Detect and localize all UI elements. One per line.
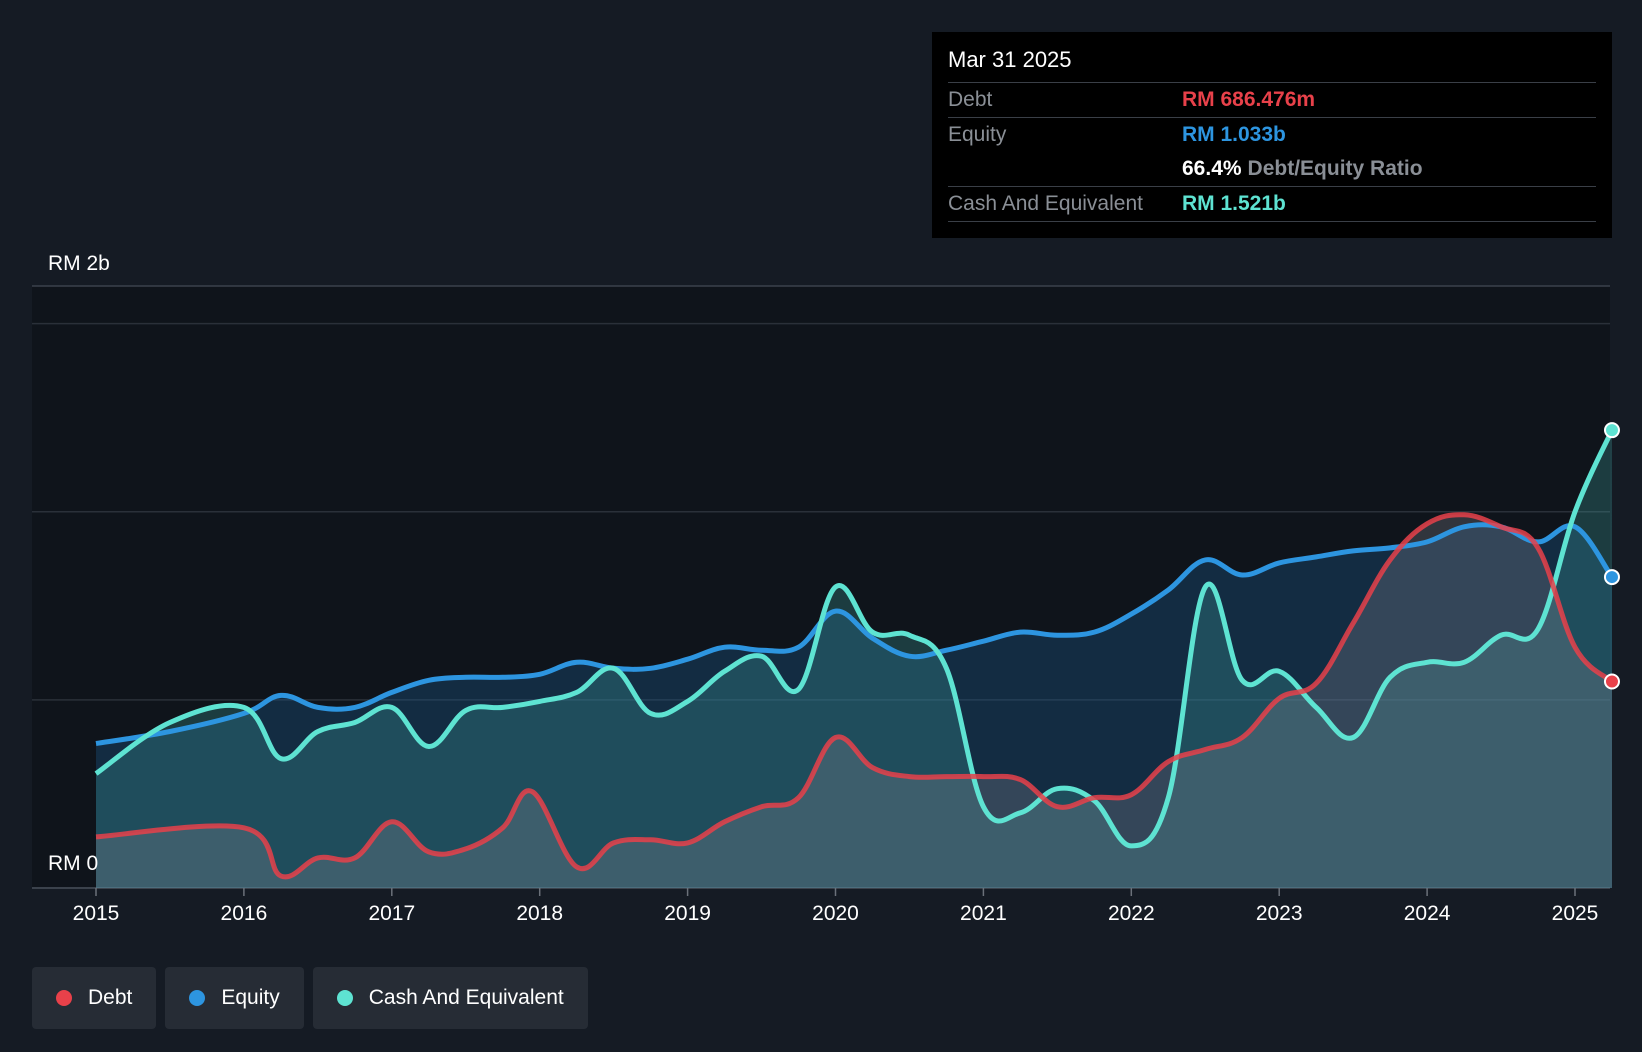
series-areas <box>96 430 1612 888</box>
area-debt <box>96 514 1612 888</box>
legend-dot-equity-icon <box>189 990 206 1006</box>
x-tick-label: 2019 <box>664 902 711 925</box>
line-equity <box>95 522 1615 746</box>
series-endpoints <box>1603 422 1620 690</box>
y-axis-label-bottom: RM 0 <box>48 852 98 875</box>
y-axis-label-top: RM 2b <box>48 252 110 275</box>
tooltip-cash-value: RM 1.521b <box>1182 192 1286 215</box>
x-tick-label: 2025 <box>1552 902 1599 925</box>
x-tick-label: 2018 <box>516 902 563 925</box>
x-tick-label: 2016 <box>221 902 268 925</box>
legend-item-debt[interactable]: Debt <box>32 967 157 1029</box>
endpoint-debt[interactable] <box>1603 673 1620 690</box>
tooltip-debt-value: RM 686.476m <box>1182 88 1316 111</box>
legend-item-equity[interactable]: Equity <box>165 967 304 1029</box>
legend: Debt Equity Cash And Equivalent <box>32 967 588 1029</box>
tooltip-ratio-row: 66.4% Debt/Equity Ratio <box>948 152 1596 187</box>
legend-item-cash[interactable]: Cash And Equivalent <box>312 967 588 1029</box>
tooltip-equity-row: Equity RM 1.033b <box>948 118 1596 152</box>
tooltip-cash-row: Cash And Equivalent RM 1.521b <box>948 187 1596 222</box>
tooltip-debt-row: Debt RM 686.476m <box>948 83 1596 118</box>
x-tick-label: 2022 <box>1108 902 1155 925</box>
x-tick-label: 2017 <box>368 902 415 925</box>
legend-dot-cash-icon <box>336 990 353 1006</box>
tooltip-date: Mar 31 2025 <box>948 46 1596 83</box>
tooltip-ratio-label: Debt/Equity Ratio <box>1247 157 1423 180</box>
x-tick-label: 2024 <box>1404 902 1451 925</box>
x-tick-label: 2021 <box>960 902 1007 925</box>
legend-label-debt: Debt <box>88 986 133 1009</box>
line-cash-and-equivalent <box>94 429 1615 849</box>
legend-dot-debt-icon <box>56 990 72 1006</box>
x-tick-label: 2020 <box>812 902 859 925</box>
legend-label-cash: Cash And Equivalent <box>368 986 564 1009</box>
area-cash-and-equivalent <box>96 430 1612 888</box>
x-tick-label: 2023 <box>1256 902 1303 925</box>
plot-background <box>32 286 1610 888</box>
tooltip-equity-label: Equity <box>948 123 1007 146</box>
tooltip-ratio-value: 66.4% <box>1182 157 1242 180</box>
x-tick-label: 2015 <box>73 902 120 925</box>
area-equity <box>96 524 1612 888</box>
endpoint-equity[interactable] <box>1603 569 1620 586</box>
endpoint-cash-and-equivalent[interactable] <box>1603 422 1620 439</box>
line-debt <box>95 512 1614 880</box>
tooltip-panel: Mar 31 2025 Debt RM 686.476m Equity RM 1… <box>932 32 1612 238</box>
tooltip-debt-label: Debt <box>948 88 993 111</box>
legend-label-equity: Equity <box>221 986 280 1009</box>
tooltip-cash-label: Cash And Equivalent <box>948 192 1143 215</box>
x-axis-ticks: 2015 2016 2017 2018 2019 2020 2021 2022 2023 2024… <box>73 888 1599 925</box>
tooltip-equity-value: RM 1.033b <box>1182 123 1286 146</box>
series-lines <box>94 429 1615 880</box>
